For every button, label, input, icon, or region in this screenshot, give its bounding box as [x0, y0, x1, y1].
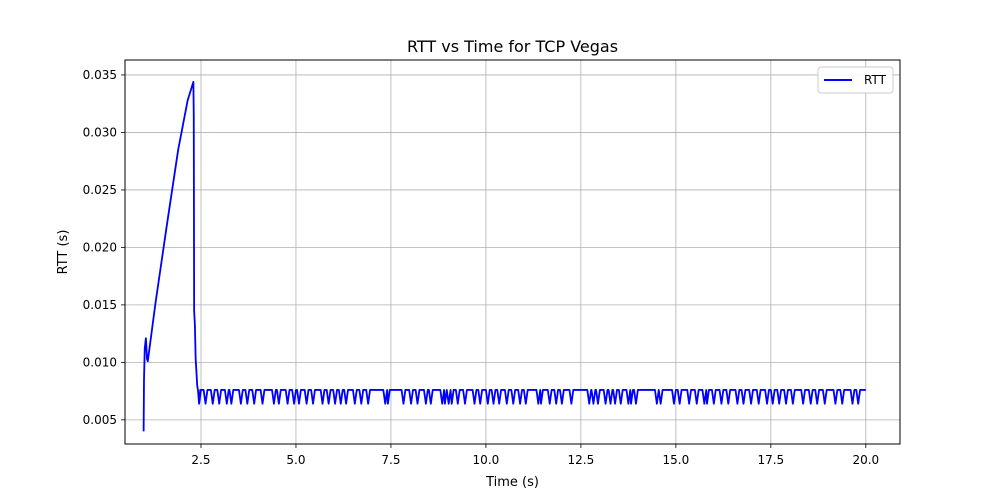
axis-ticks: 2.5 5.0 7.5 10.0 12.5 15.0 17.5 20.0 0.005 0.010 0… [83, 68, 880, 467]
y-tick-label: 0.015 [83, 298, 117, 312]
legend-box [817, 66, 894, 94]
y-axis-label: RTT (s) [56, 230, 71, 275]
y-tick-label: 0.035 [83, 68, 117, 82]
x-tick-label: 2.5 [191, 453, 210, 467]
grid [125, 60, 900, 444]
y-tick-label: 0.030 [83, 125, 117, 139]
legend: RTT [817, 66, 894, 94]
chart-title: RTT vs Time for TCP Vegas [407, 37, 618, 56]
y-tick-label: 0.020 [83, 240, 117, 254]
x-axis-label: Time (s) [485, 475, 539, 490]
x-tick-label: 10.0 [473, 453, 500, 467]
plot-data [142, 80, 866, 432]
y-tick-label: 0.025 [83, 183, 117, 197]
x-tick-label: 12.5 [568, 453, 595, 467]
y-tick-label: 0.010 [83, 355, 117, 369]
legend-label: RTT [864, 73, 887, 87]
x-tick-label: 7.5 [381, 453, 400, 467]
rtt-series-line [142, 80, 866, 432]
y-tick-label: 0.005 [83, 413, 117, 427]
x-tick-label: 5.0 [286, 453, 305, 467]
x-tick-label: 20.0 [852, 453, 879, 467]
x-tick-label: 15.0 [662, 453, 689, 467]
plot-area-frame [124, 59, 901, 445]
x-tick-label: 17.5 [757, 453, 784, 467]
